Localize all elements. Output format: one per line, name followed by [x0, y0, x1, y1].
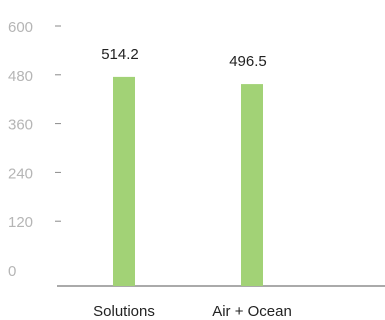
bar-value-label: 496.5	[229, 53, 267, 70]
bar-air-ocean	[241, 84, 263, 286]
y-tick-label: 600	[8, 19, 33, 36]
y-tick-label: 0	[8, 263, 16, 280]
y-tick-label: 240	[8, 165, 33, 182]
bar-series	[113, 76, 263, 286]
y-tick-label: 120	[8, 214, 33, 231]
x-category-label: Air + Ocean	[212, 303, 292, 320]
label-layer: 514.2 Solutions 496.5 Air + Ocean	[93, 46, 292, 320]
bar-solutions	[113, 76, 135, 286]
bar-value-label: 514.2	[101, 46, 139, 63]
y-tick-label: 480	[8, 68, 33, 85]
x-category-label: Solutions	[93, 303, 155, 320]
y-axis: 0 120 240 360 480 600	[8, 19, 385, 287]
y-tick-label: 360	[8, 117, 33, 134]
